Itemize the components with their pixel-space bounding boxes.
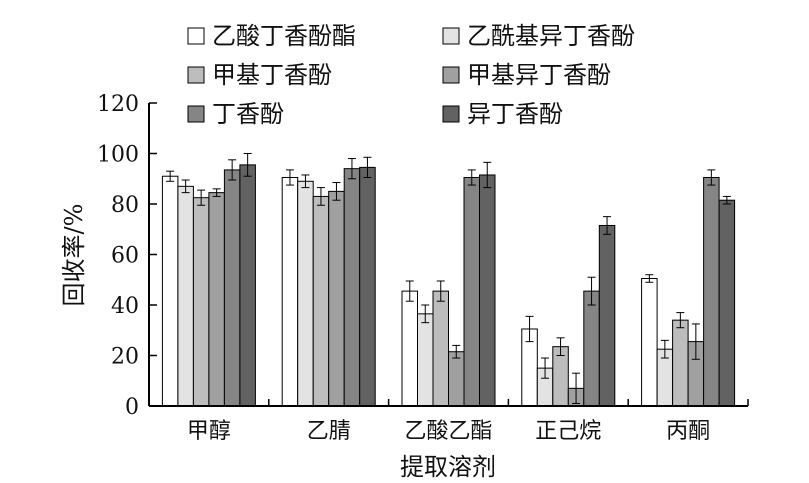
- bar: [177, 185, 194, 407]
- bar: [718, 199, 736, 407]
- legend-swatch: [187, 66, 205, 84]
- legend-label: 乙酸丁香酚酯: [212, 22, 356, 50]
- legend-swatch: [187, 27, 205, 45]
- y-tick-label: 40: [111, 294, 139, 319]
- y-tick-label: 80: [111, 193, 139, 218]
- x-tick-label: 甲醇: [187, 419, 231, 444]
- bar: [598, 224, 616, 407]
- bar: [641, 277, 658, 407]
- y-tick-label: 0: [125, 395, 139, 420]
- bar: [479, 174, 496, 407]
- legend-label: 甲基丁香酚: [212, 61, 332, 89]
- bar: [239, 164, 256, 407]
- y-tick-label: 120: [97, 92, 139, 117]
- legend-label: 丁香酚: [212, 100, 284, 128]
- bar: [297, 180, 314, 407]
- legend-label: 甲基异丁香酚: [467, 61, 611, 89]
- y-tick-label: 60: [111, 244, 139, 269]
- legend-swatch: [442, 66, 460, 84]
- bar: [343, 168, 361, 407]
- legend-label: 异丁香酚: [467, 100, 563, 128]
- bar: [192, 197, 210, 407]
- bar: [432, 290, 449, 407]
- bar: [448, 351, 465, 407]
- bar: [359, 166, 376, 407]
- x-axis: 甲醇 乙腈 乙酸乙酯 正己烷 丙酮: [148, 399, 749, 444]
- legend-label: 乙酰基异丁香酚: [467, 22, 635, 50]
- y-axis-title: 回收率/%: [60, 204, 88, 307]
- y-tick-label: 20: [111, 345, 139, 370]
- bars: [161, 153, 736, 407]
- bar: [223, 169, 241, 407]
- bar: [583, 290, 600, 407]
- bar: [161, 175, 179, 407]
- x-tick-label: 正己烷: [535, 419, 601, 444]
- legend-swatch: [442, 27, 460, 45]
- bar: [281, 176, 299, 407]
- bar: [401, 290, 418, 407]
- x-tick-label: 丙酮: [666, 419, 710, 444]
- x-axis-title: 提取溶剂: [400, 453, 496, 481]
- bar: [672, 319, 689, 407]
- x-tick-label: 乙腈: [307, 419, 351, 444]
- bar: [312, 195, 330, 407]
- bar: [463, 176, 480, 407]
- bar: [417, 313, 434, 407]
- y-axis: 0 20 40 60 80 100 120: [97, 92, 157, 420]
- y-tick-label: 100: [97, 143, 139, 168]
- bar: [703, 176, 720, 407]
- x-tick-label: 乙酸乙酯: [404, 419, 492, 444]
- legend-swatch: [187, 105, 205, 123]
- bar: [328, 190, 345, 407]
- legend-swatch: [442, 105, 460, 123]
- bar: [208, 192, 225, 407]
